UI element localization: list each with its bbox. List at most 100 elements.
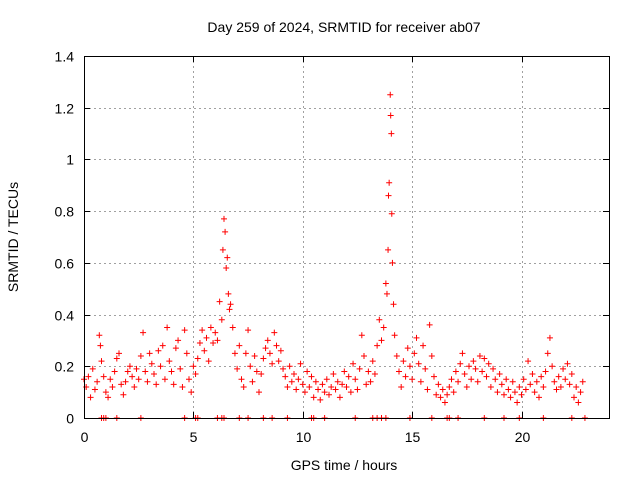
data-point: [452, 368, 459, 375]
data-point: [483, 373, 490, 380]
data-point: [470, 358, 477, 365]
data-point: [420, 342, 427, 349]
data-point: [124, 368, 131, 375]
data-point: [520, 376, 527, 383]
data-point: [238, 376, 245, 383]
data-point: [181, 327, 188, 334]
data-point: [390, 301, 397, 308]
y-axis-title: SRMTID / TECUs: [5, 182, 21, 292]
data-point: [380, 324, 387, 331]
data-point: [503, 376, 510, 383]
data-point: [102, 389, 109, 396]
data-point: [266, 350, 273, 357]
data-point: [207, 324, 214, 331]
data-point: [137, 352, 144, 359]
data-point: [463, 383, 470, 390]
data-point: [280, 365, 287, 372]
data-point: [299, 381, 306, 388]
data-point: [435, 381, 442, 388]
data-point: [98, 358, 105, 365]
data-point: [199, 327, 206, 334]
data-point: [571, 394, 577, 401]
data-point: [330, 371, 337, 378]
data-point: [301, 389, 308, 396]
data-point: [577, 389, 584, 396]
data-point: [142, 368, 149, 375]
data-point: [260, 355, 267, 362]
data-point: [393, 352, 400, 359]
data-point: [341, 368, 348, 375]
data-point: [105, 394, 112, 401]
data-point: [566, 381, 573, 388]
data-point: [457, 360, 464, 367]
data-point: [428, 352, 435, 359]
data-point: [363, 381, 370, 388]
data-point: [297, 360, 304, 367]
data-point: [444, 391, 451, 398]
data-point: [422, 365, 429, 372]
data-point: [153, 381, 160, 388]
data-point: [188, 389, 195, 396]
data-point: [415, 360, 422, 367]
data-point: [183, 350, 190, 357]
data-point: [472, 365, 479, 372]
data-point: [224, 254, 231, 261]
x-tick-label: 0: [81, 429, 89, 445]
data-point: [413, 334, 420, 341]
data-point: [437, 394, 444, 401]
data-point: [509, 378, 516, 385]
data-point: [388, 210, 395, 217]
data-point: [522, 386, 529, 393]
plot-frame: [84, 56, 610, 419]
data-point: [164, 324, 171, 331]
data-point: [533, 378, 540, 385]
data-point: [378, 337, 385, 344]
data-point: [468, 376, 475, 383]
data-point: [334, 378, 341, 385]
data-point: [481, 355, 488, 362]
data-point: [573, 383, 580, 390]
data-point: [203, 334, 210, 341]
data-point: [376, 316, 383, 323]
data-point: [133, 365, 140, 372]
data-point: [161, 376, 168, 383]
data-point: [562, 376, 569, 383]
data-point: [258, 371, 265, 378]
data-point: [406, 363, 413, 370]
data-point: [247, 363, 254, 370]
data-point: [365, 368, 372, 375]
data-point: [494, 389, 501, 396]
data-point: [385, 246, 392, 253]
data-point: [326, 391, 332, 398]
x-tick-label: 5: [190, 429, 198, 445]
data-point: [170, 381, 177, 388]
data-point: [496, 371, 503, 378]
data-point: [516, 383, 523, 390]
data-point: [507, 394, 514, 401]
data-point: [291, 371, 297, 378]
data-point: [321, 389, 328, 396]
data-point: [345, 373, 352, 380]
data-point: [107, 376, 114, 383]
data-point: [527, 381, 534, 388]
data-point: [474, 378, 481, 385]
data-point: [383, 290, 390, 297]
data-point: [240, 383, 247, 390]
data-point: [229, 324, 236, 331]
data-point: [308, 373, 315, 380]
data-point: [100, 373, 107, 380]
data-point: [387, 91, 394, 98]
data-point: [400, 358, 407, 365]
data-point: [214, 337, 221, 344]
data-point: [118, 381, 125, 388]
data-point: [560, 365, 567, 372]
data-point: [367, 378, 374, 385]
data-point: [234, 365, 241, 372]
y-tick-label: 0.4: [55, 308, 75, 324]
x-tick-label: 20: [515, 429, 531, 445]
data-point: [540, 383, 547, 390]
data-point: [328, 383, 335, 390]
data-point: [179, 383, 186, 390]
data-point: [242, 350, 249, 357]
